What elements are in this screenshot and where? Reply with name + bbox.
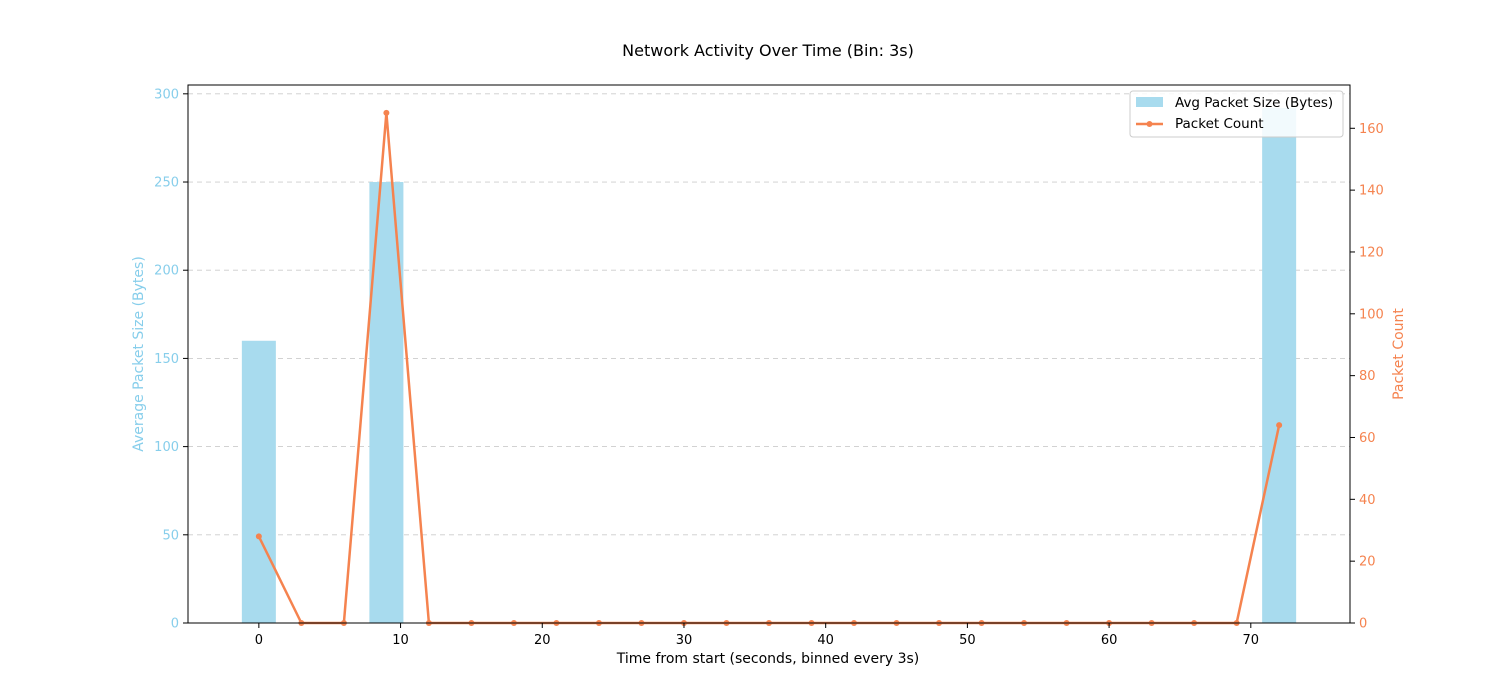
x-tick-label: 30 (676, 633, 693, 648)
y-left-tick-label: 300 (154, 87, 179, 102)
data-point (383, 109, 390, 116)
y-right-tick-label: 120 (1359, 245, 1384, 260)
legend-line-marker (1146, 121, 1153, 127)
legend-bar-swatch (1136, 97, 1163, 107)
packet-count-line (255, 109, 1283, 626)
data-point (1276, 422, 1283, 429)
y-left-tick-label: 0 (171, 617, 179, 632)
y-left-tick-label: 200 (154, 264, 179, 279)
x-tick-label: 10 (392, 633, 409, 648)
y-right-tick-label: 20 (1359, 555, 1376, 570)
legend-line-label: Packet Count (1175, 116, 1264, 132)
y-right-tick-label: 160 (1359, 122, 1384, 137)
x-tick-label: 40 (817, 633, 834, 648)
y-left-tick-label: 50 (162, 528, 179, 543)
y-right-tick-label: 140 (1359, 184, 1384, 199)
plot-frame (187, 84, 1351, 624)
y-left-tick-label: 250 (154, 176, 179, 191)
x-tick-label: 0 (255, 633, 263, 648)
legend-bar-label: Avg Packet Size (Bytes) (1175, 95, 1333, 111)
y-left-tick-label: 100 (154, 440, 179, 455)
y-right-tick-label: 60 (1359, 431, 1376, 446)
y-right-tick-label: 80 (1359, 369, 1376, 384)
y-right-tick-label: 0 (1359, 617, 1367, 632)
data-point (255, 533, 262, 540)
x-tick-label: 70 (1243, 633, 1260, 648)
y-right-tick-label: 100 (1359, 307, 1384, 322)
y-right-tick-label: 40 (1359, 493, 1376, 508)
bar (1262, 107, 1297, 623)
x-tick-label: 50 (959, 633, 976, 648)
x-tick-label: 60 (1101, 633, 1118, 648)
y-axis-right-title: Packet Count (1391, 308, 1407, 400)
y-left-tick-label: 150 (154, 352, 179, 367)
axes: 0 10 20 30 40 50 60 70 0 50 100 150 200 250 300 0 20 40 60… (154, 87, 1384, 648)
legend: Avg Packet Size (Bytes) Packet Count (1129, 90, 1344, 138)
bar (241, 340, 276, 623)
x-tick-label: 20 (534, 633, 551, 648)
grid-lines (188, 93, 1350, 536)
legend-box (1129, 90, 1344, 138)
chart-title: Network Activity Over Time (Bin: 3s) (622, 41, 914, 60)
y-axis-left-title: Average Packet Size (Bytes) (131, 256, 147, 452)
x-axis-title: Time from start (seconds, binned every 3… (616, 651, 920, 667)
series-line (257, 111, 1281, 625)
bars (241, 107, 1297, 623)
